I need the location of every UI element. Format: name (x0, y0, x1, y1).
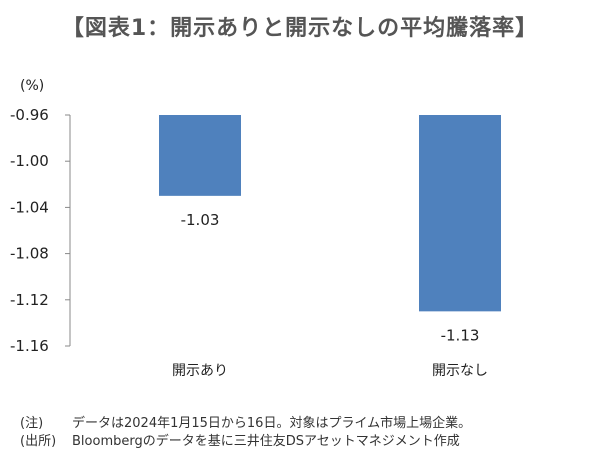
y-tick-label: -1.08 (10, 245, 49, 263)
y-tick-label: -1.16 (10, 337, 49, 355)
bar (419, 115, 501, 312)
data-label: -1.03 (181, 211, 220, 229)
note-head: (注) (20, 416, 44, 431)
bars: -1.03 -1.13 (159, 115, 501, 344)
note-row: (出所) Bloombergのデータを基に三井住友DSアセットマネジメント作成 (20, 433, 590, 451)
category-label: 開示なし (432, 363, 488, 379)
category-label: 開示あり (172, 363, 228, 379)
y-tick-label: -1.04 (10, 198, 49, 216)
bar-chart: (%) -0.96 -1.00 -1.04 -1.08 -1.12 -1.16 -1.03… (10, 78, 501, 379)
bar (159, 115, 241, 196)
y-tick-label: -1.12 (10, 291, 49, 309)
x-axis-categories: 開示あり 開示なし (172, 363, 488, 379)
note-row: (注) データは2024年1月15日から16日。対象はプライム市場上場企業。 (20, 415, 590, 433)
note-text: データは2024年1月15日から16日。対象はプライム市場上場企業。 (72, 416, 472, 431)
y-tick-label: -1.00 (10, 152, 49, 170)
chart-title: 【図表1：開示ありと開示なしの平均騰落率】 (61, 16, 539, 41)
data-label: -1.13 (441, 326, 480, 344)
y-axis-unit-label: (%) (20, 78, 44, 94)
note-text: Bloombergのデータを基に三井住友DSアセットマネジメント作成 (72, 434, 460, 449)
y-tick-label: -0.96 (10, 106, 49, 124)
note-head: (出所) (20, 434, 57, 449)
y-axis-ticks: -0.96 -1.00 -1.04 -1.08 -1.12 -1.16 (10, 106, 70, 355)
footnotes: (注) データは2024年1月15日から16日。対象はプライム市場上場企業。 (… (20, 415, 590, 451)
